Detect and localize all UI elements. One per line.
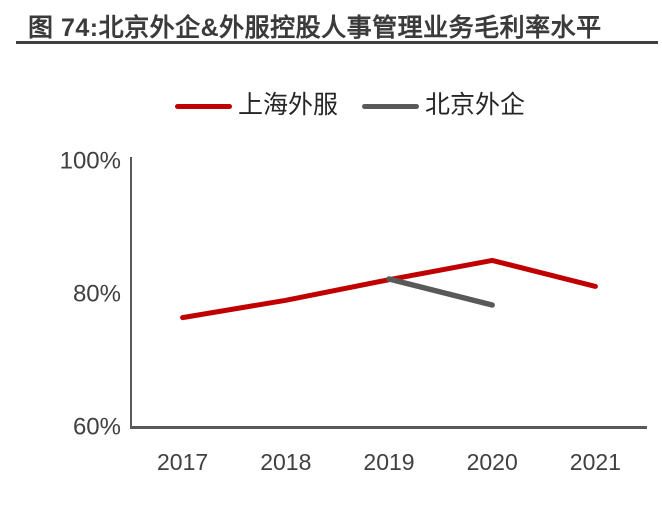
legend-swatch-gray-line-icon xyxy=(362,103,420,109)
legend-swatch-red-line-icon xyxy=(175,103,232,109)
x-axis-tick-label: 2021 xyxy=(569,449,621,475)
legend-item-beijing-waiqi: 北京外企 xyxy=(362,92,525,121)
y-axis-tick-label: 60% xyxy=(72,413,121,441)
series-beijing-waiqi-line xyxy=(386,276,495,308)
x-axis-tick-label: 2017 xyxy=(157,449,209,475)
figure-title: 图 74:北京外企&外服控股人事管理业务毛利率水平 xyxy=(28,14,602,42)
y-axis-tick-label: 100% xyxy=(59,147,121,175)
y-axis-tick-label: 80% xyxy=(72,280,121,308)
title-underline xyxy=(16,41,658,44)
legend-item-shanghai-waifu: 上海外服 xyxy=(175,92,338,121)
x-axis-tick-label: 2018 xyxy=(260,449,312,475)
x-axis-tick-label: 2020 xyxy=(466,449,518,475)
legend-label-shanghai-waifu: 上海外服 xyxy=(238,92,339,119)
chart-legend: 上海外服 北京外企 xyxy=(175,92,525,121)
legend-label-beijing-waiqi: 北京外企 xyxy=(425,92,526,119)
series-shanghai-waifu-line xyxy=(180,257,598,321)
x-axis-tick-label: 2019 xyxy=(363,449,415,475)
